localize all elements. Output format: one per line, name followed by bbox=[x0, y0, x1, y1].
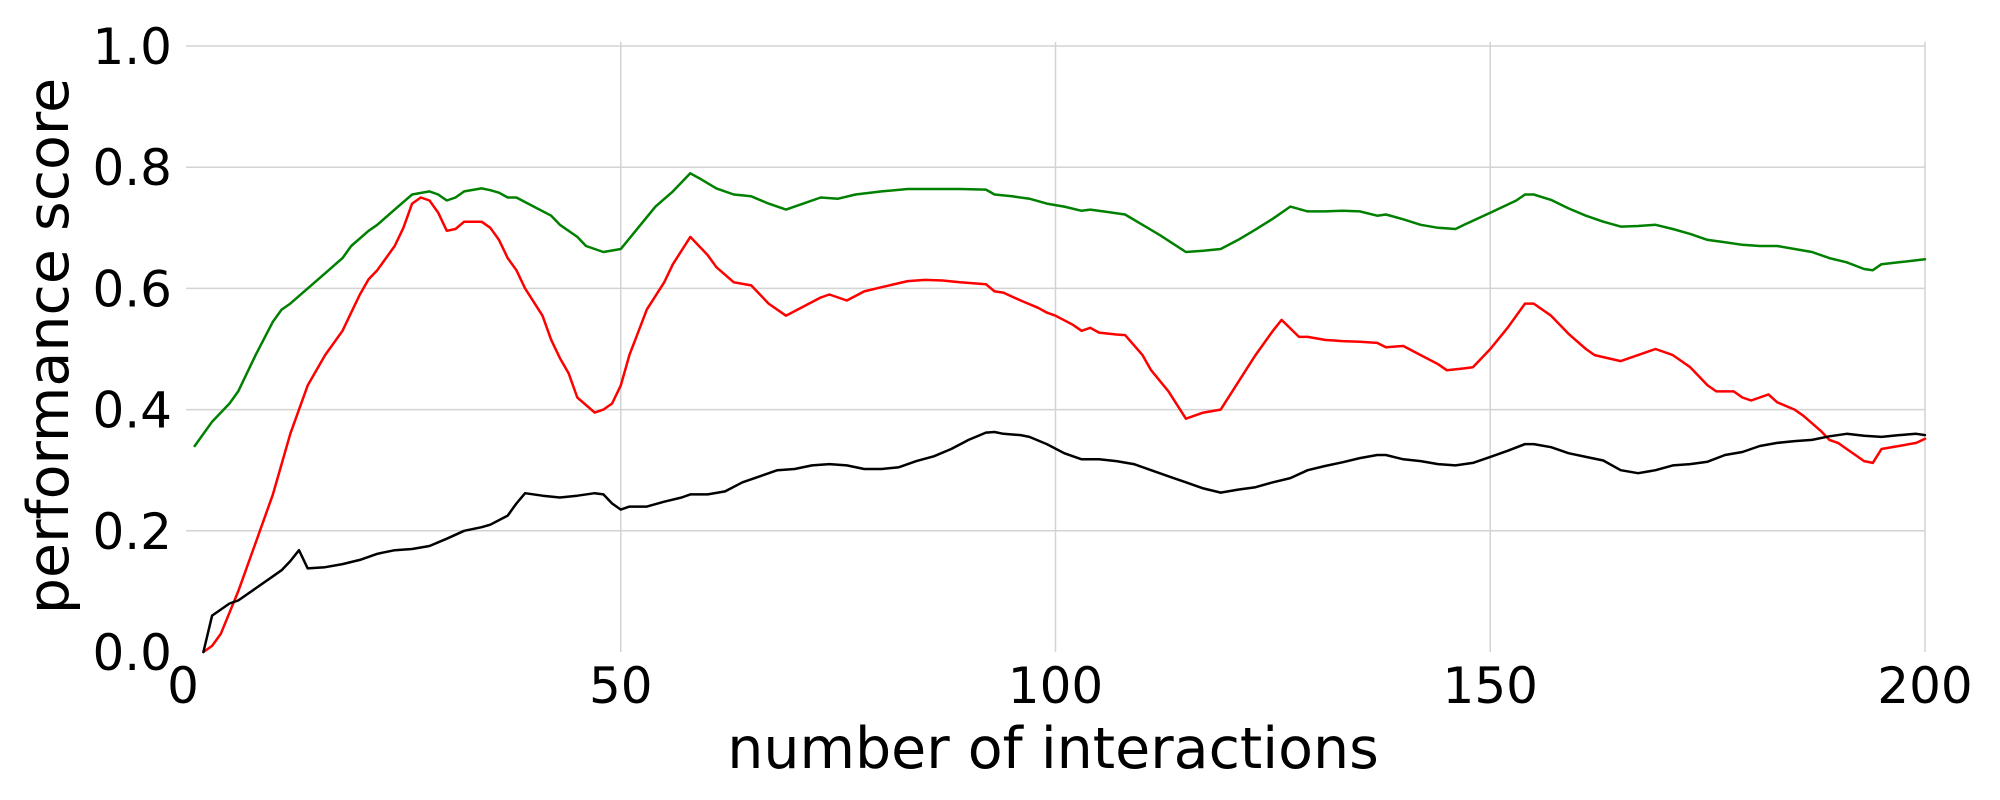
y-tick-label: 0.0 bbox=[92, 624, 172, 682]
y-tick-label: 0.2 bbox=[92, 503, 172, 561]
series-line-red bbox=[202, 196, 1927, 654]
x-tick-label: 200 bbox=[1877, 657, 1972, 715]
y-tick-label: 0.8 bbox=[92, 139, 172, 197]
series-line-black bbox=[202, 430, 1927, 654]
y-tick-label: 1.0 bbox=[92, 18, 172, 76]
y-tick-label: 0.4 bbox=[92, 382, 172, 440]
x-tick-label: 150 bbox=[1443, 657, 1538, 715]
y-tick-label: 0.6 bbox=[92, 260, 172, 318]
tick-labels: 0.0 0.2 0.4 0.6 0.8 1.0 0 50 100 150 200 bbox=[92, 18, 1972, 715]
x-tick-label: 50 bbox=[589, 657, 653, 715]
x-tick-label: 100 bbox=[1008, 657, 1103, 715]
x-tick-label: 0 bbox=[167, 657, 199, 715]
series-group bbox=[193, 172, 1927, 654]
grid bbox=[186, 42, 1926, 652]
y-axis-title: performance score bbox=[16, 78, 82, 614]
x-axis-title: number of interactions bbox=[727, 716, 1379, 782]
series-line-green bbox=[193, 172, 1927, 448]
